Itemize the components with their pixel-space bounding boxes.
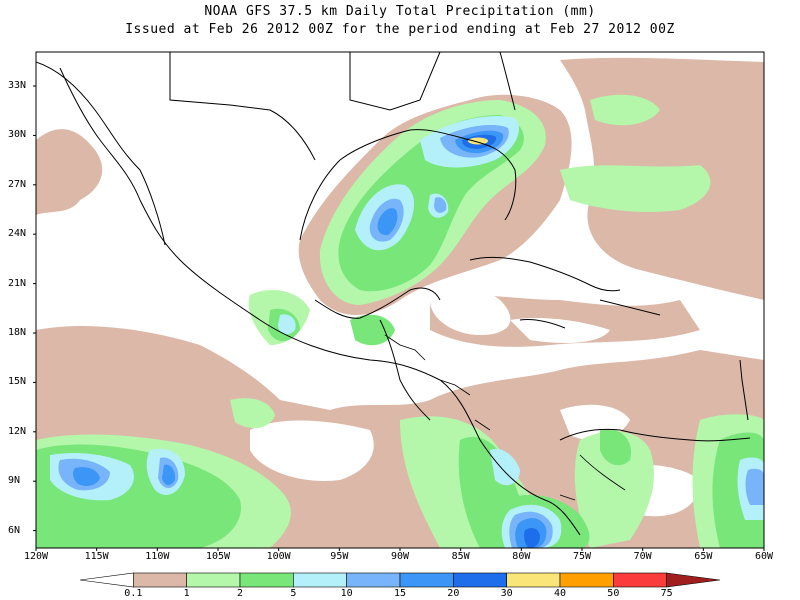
precip-none — [250, 286, 700, 517]
lat-label: 6N — [8, 524, 21, 536]
colorbar-swatch — [506, 572, 561, 588]
colorbar-label: 10 — [340, 588, 353, 599]
colorbar-swatch — [559, 572, 614, 588]
colorbar-swatch — [239, 572, 294, 588]
lon-label: 85W — [451, 551, 470, 562]
lon-label: 95W — [330, 551, 349, 562]
lat-label: 33N — [8, 80, 27, 91]
colorbar-swatch — [613, 572, 667, 588]
lat-label: 18N — [8, 327, 27, 338]
lon-label: 105W — [205, 551, 231, 562]
chart-subtitle: Issued at Feb 26 2012 00Z for the period… — [125, 22, 675, 37]
lon-label: 90W — [390, 551, 410, 562]
colorbar-swatch — [186, 572, 241, 588]
colorbar-swatch — [293, 572, 347, 588]
colorbar-swatch — [133, 572, 187, 588]
lat-label: 15N — [8, 376, 27, 388]
lat-label: 30N — [8, 129, 27, 141]
precip-30-40mm — [468, 137, 488, 145]
colorbar-swatch — [453, 572, 507, 588]
lon-label: 110W — [145, 551, 170, 562]
colorbar-label: 30 — [500, 588, 513, 599]
colorbar-swatch — [399, 572, 454, 588]
colorbar-label: 1 — [183, 588, 190, 599]
lon-label: 120W — [23, 551, 49, 562]
coastlines — [36, 52, 764, 536]
colorbar-label: 5 — [290, 588, 297, 599]
colorbar-label: 50 — [607, 588, 620, 599]
lat-label: 27N — [8, 178, 27, 190]
chart-title: NOAA GFS 37.5 km Daily Total Precipitati… — [204, 4, 596, 19]
colorbar-label: 15 — [393, 588, 407, 599]
lon-label: 80W — [512, 551, 531, 562]
lon-label: 75W — [572, 551, 592, 562]
lon-label: 70W — [633, 551, 652, 562]
colorbar-label: 2 — [236, 588, 244, 599]
colorbar — [79, 572, 721, 588]
lat-label: 24N — [8, 228, 27, 240]
lon-label: 100W — [266, 551, 291, 562]
lat-label: 12N — [8, 425, 27, 437]
lon-label: 65W — [694, 551, 713, 562]
lat-label: 9N — [8, 475, 21, 487]
colorbar-swatch — [346, 572, 401, 588]
map-area — [36, 52, 764, 548]
colorbar-label: 0.1 — [124, 588, 143, 599]
colorbar-swatch — [666, 572, 721, 588]
colorbar-label: 40 — [553, 588, 567, 599]
lon-label: 60W — [754, 551, 774, 562]
lon-label: 115W — [84, 551, 109, 562]
colorbar-label: 75 — [660, 588, 673, 599]
colorbar-label: 20 — [447, 588, 460, 599]
lat-label: 21N — [8, 277, 27, 289]
axis-ticks — [33, 85, 765, 551]
country-borders — [384, 334, 626, 501]
colorbar-swatch — [79, 572, 134, 588]
